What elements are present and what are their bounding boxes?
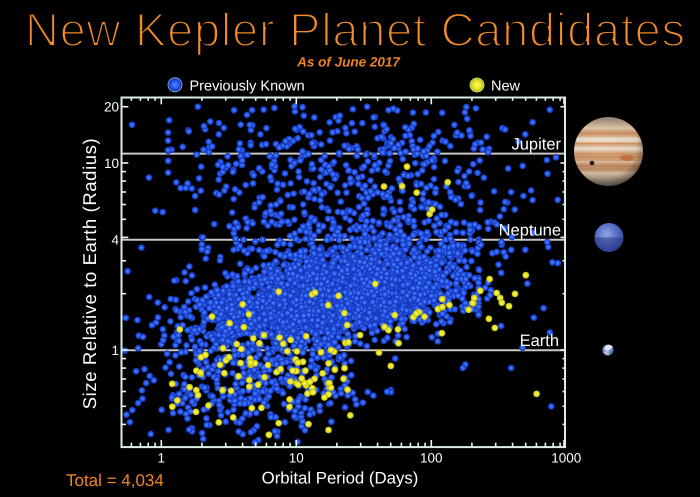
svg-text:10: 10 [289,451,304,466]
svg-text:1: 1 [111,343,119,358]
svg-text:Size Relative to Earth (Radius: Size Relative to Earth (Radius) [79,138,100,410]
svg-text:100: 100 [420,451,443,466]
svg-text:20: 20 [104,100,119,115]
svg-text:As of June 2017: As of June 2017 [296,55,401,70]
svg-text:Earth: Earth [520,332,559,350]
svg-text:1: 1 [158,451,166,466]
svg-text:4: 4 [111,233,119,248]
svg-text:New Kepler Planet Candidates: New Kepler Planet Candidates [25,3,685,56]
svg-text:New: New [491,78,521,94]
svg-text:Orbital Period (Days): Orbital Period (Days) [262,469,419,488]
svg-text:Neptune: Neptune [499,222,561,240]
svg-text:1000: 1000 [551,451,581,466]
svg-text:Jupiter: Jupiter [511,136,561,154]
svg-text:10: 10 [104,156,119,171]
svg-text:Total = 4,034: Total = 4,034 [66,471,164,490]
svg-text:Previously Known: Previously Known [190,78,305,94]
